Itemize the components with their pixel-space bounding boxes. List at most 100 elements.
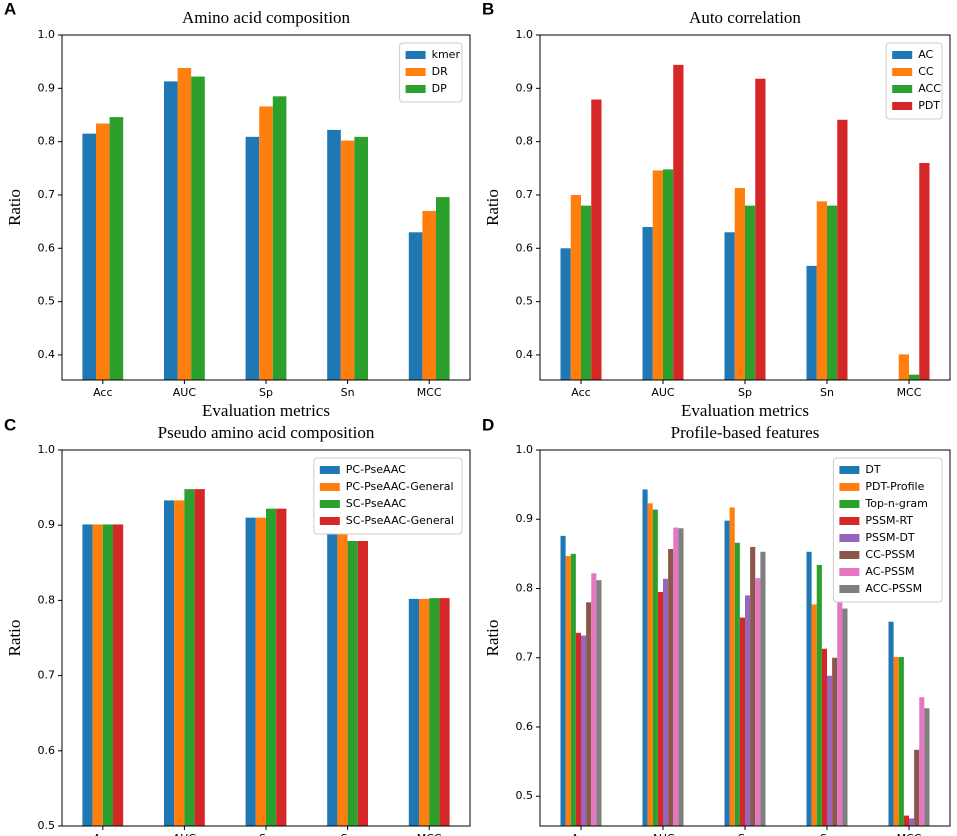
y-tick-label: 0.7 bbox=[516, 188, 534, 201]
x-tick-label: Sn bbox=[820, 386, 834, 399]
legend-label: PSSM-RT bbox=[865, 514, 913, 527]
legend-swatch bbox=[319, 500, 340, 508]
legend-swatch bbox=[892, 51, 913, 59]
bar bbox=[919, 697, 925, 826]
panel: A Amino acid composition Evaluation metric… bbox=[4, 0, 471, 420]
bar bbox=[439, 598, 450, 826]
y-axis-label: Ratio bbox=[483, 189, 502, 226]
legend-label: PDT-Profile bbox=[865, 480, 924, 493]
legend-swatch bbox=[319, 466, 340, 474]
bar bbox=[419, 598, 430, 826]
x-axis-label: Evaluation metrics bbox=[681, 401, 809, 420]
y-tick-label: 0.8 bbox=[516, 135, 534, 148]
bar bbox=[96, 123, 110, 380]
y-tick-label: 0.7 bbox=[516, 651, 534, 664]
bar bbox=[184, 489, 195, 826]
bar bbox=[259, 106, 273, 381]
y-tick-label: 0.9 bbox=[516, 512, 534, 525]
bar bbox=[893, 657, 899, 826]
bar bbox=[811, 604, 817, 826]
legend-label: CC bbox=[918, 65, 934, 78]
bar bbox=[347, 540, 358, 826]
bar bbox=[591, 99, 602, 380]
bar bbox=[92, 524, 103, 826]
y-axis-label: Ratio bbox=[5, 189, 24, 226]
chart-title: Pseudo amino acid composition bbox=[158, 423, 375, 442]
x-tick-label: Acc bbox=[571, 832, 590, 836]
legend-swatch bbox=[839, 517, 860, 525]
bar bbox=[642, 489, 648, 826]
x-tick-label: Sn bbox=[820, 832, 834, 836]
y-tick-label: 0.9 bbox=[38, 81, 56, 94]
bar bbox=[177, 68, 192, 381]
bar bbox=[570, 194, 581, 380]
x-tick-label: Acc bbox=[571, 386, 590, 399]
bar bbox=[734, 542, 740, 826]
legend-swatch bbox=[892, 102, 913, 110]
bar bbox=[919, 162, 930, 380]
bar bbox=[191, 76, 205, 380]
bar bbox=[827, 675, 833, 826]
bar bbox=[354, 136, 368, 380]
y-tick-label: 1.0 bbox=[38, 443, 56, 456]
bar bbox=[647, 503, 653, 826]
bar bbox=[245, 136, 260, 380]
bar bbox=[888, 621, 894, 826]
bar bbox=[652, 170, 663, 380]
x-tick-label: Sn bbox=[341, 832, 355, 836]
bar bbox=[82, 133, 96, 380]
legend-frame bbox=[313, 457, 463, 535]
legend-swatch bbox=[839, 534, 860, 542]
bar bbox=[724, 520, 730, 826]
bar bbox=[673, 64, 684, 380]
chart-title: Auto correlation bbox=[689, 8, 801, 27]
legend-label: ACC bbox=[918, 82, 941, 95]
bar bbox=[596, 580, 602, 826]
legend-swatch bbox=[892, 85, 913, 93]
legend-swatch bbox=[839, 483, 860, 491]
legend-label: DP bbox=[432, 82, 447, 95]
bar bbox=[724, 232, 735, 380]
x-tick-label: Sp bbox=[738, 832, 752, 836]
legend-label: CC-PSSM bbox=[865, 548, 914, 561]
bar bbox=[194, 489, 205, 826]
x-tick-label: MCC bbox=[897, 832, 922, 836]
bar bbox=[436, 197, 450, 380]
x-tick-label: AUC bbox=[173, 832, 197, 836]
bar bbox=[272, 96, 287, 381]
bar bbox=[898, 354, 909, 380]
bar bbox=[255, 517, 266, 826]
y-tick-label: 0.6 bbox=[516, 241, 534, 254]
bar bbox=[909, 818, 915, 826]
legend-label: ACC-PSSM bbox=[865, 582, 922, 595]
legend-label: PSSM-DT bbox=[865, 531, 915, 544]
chart-title: Profile-based features bbox=[671, 423, 820, 442]
y-axis-label: Ratio bbox=[5, 620, 24, 657]
legend-swatch bbox=[839, 585, 860, 593]
bar bbox=[408, 598, 419, 826]
bar bbox=[560, 248, 571, 380]
panel-letter: A bbox=[4, 0, 16, 18]
legend-label: SC-PseAAC-General bbox=[346, 514, 454, 527]
legend-swatch bbox=[405, 51, 426, 59]
bar bbox=[750, 546, 756, 826]
bar bbox=[816, 564, 822, 826]
bar bbox=[739, 617, 745, 826]
bar bbox=[663, 169, 674, 380]
x-tick-label: AUC bbox=[651, 386, 675, 399]
bar bbox=[729, 507, 735, 826]
legend-swatch bbox=[839, 500, 860, 508]
bar bbox=[245, 517, 256, 826]
y-tick-label: 0.6 bbox=[38, 744, 56, 757]
bar bbox=[113, 524, 124, 826]
bar bbox=[821, 648, 827, 826]
legend-label: SC-PseAAC bbox=[346, 497, 407, 510]
bar bbox=[337, 531, 348, 826]
bar bbox=[327, 531, 338, 826]
bar bbox=[429, 598, 440, 826]
bar bbox=[642, 226, 653, 380]
bar bbox=[109, 117, 124, 380]
legend-label: Top-n-gram bbox=[864, 497, 927, 510]
panel: B Auto correlation Evaluation metrics Ratio… bbox=[482, 0, 951, 420]
